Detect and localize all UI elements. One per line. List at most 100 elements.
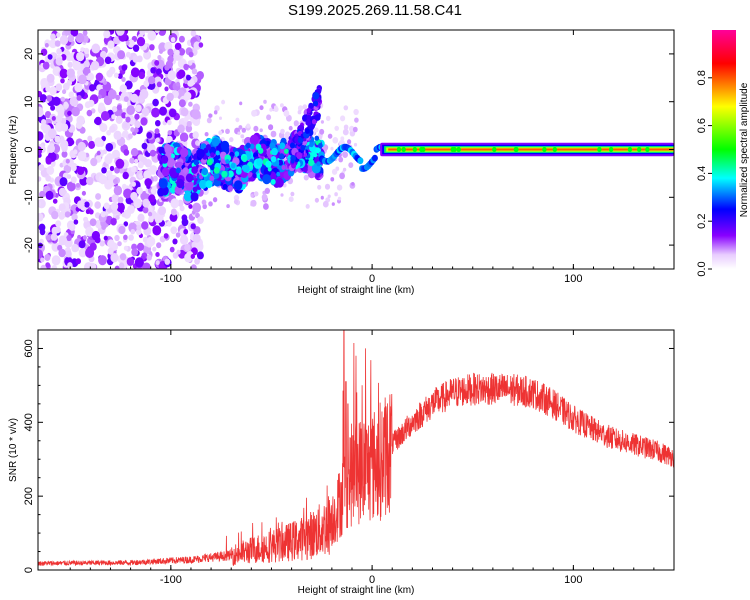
spectrogram-cell (245, 142, 251, 149)
spectrogram-cell (131, 166, 137, 173)
spectrogram-cell (78, 248, 87, 258)
spectrogram-cell (60, 78, 65, 84)
spectrogram-cell (340, 115, 346, 122)
spectrogram-cell (215, 154, 221, 160)
spectrogram-cell (40, 123, 47, 131)
spectrogram-cell (131, 181, 136, 187)
spectrogram-y-ticks: -20 -10 0 10 20 (23, 48, 674, 253)
spectrogram-cell (50, 33, 56, 40)
spectrogram-cell (62, 89, 67, 95)
spectrogram-cell (124, 80, 133, 90)
spectrogram-cell (279, 142, 286, 150)
snr-y-axis-label: SNR (10 * v/v) (8, 418, 19, 482)
colorbar-tick-label: 0.0 (696, 261, 708, 276)
spectrogram-cell (113, 178, 118, 185)
spectrogram-cell (401, 147, 406, 152)
spectrogram-cell (212, 197, 218, 203)
spectrogram-cell (138, 71, 145, 80)
spectrogram-cell (45, 157, 52, 165)
spectrogram-cell (87, 72, 95, 81)
spectrogram-cell (353, 142, 358, 147)
spectrogram-cell (327, 133, 333, 139)
spectrogram-cell (308, 159, 315, 167)
spectrogram-cell (305, 119, 312, 126)
spectrogram-cell (86, 176, 94, 186)
spectrogram-cell (196, 148, 205, 159)
snr-x-axis-label: Height of straight line (km) (298, 585, 415, 596)
spectrogram-cell (114, 265, 120, 269)
spectrogram-cell (315, 147, 321, 154)
spectrogram-cell (235, 117, 240, 123)
spectrogram-cell (196, 71, 204, 80)
spectrogram-cell (319, 128, 325, 135)
spectrogram-cell (155, 252, 160, 257)
colorbar-tick-label: 0.2 (696, 214, 708, 229)
spectrogram-cell (121, 77, 126, 82)
spectrogram-cell (163, 233, 169, 239)
spectrogram-cell (134, 158, 139, 164)
spectrogram-cell (276, 171, 281, 177)
spectrogram-cell (142, 206, 149, 214)
spectrogram-cell (138, 173, 144, 179)
spectrogram-cell (297, 105, 304, 112)
spectrogram-cell (175, 167, 181, 174)
spectrogram-cell (59, 35, 69, 45)
spectrogram-cell (39, 94, 47, 103)
spectrogram-cell (179, 132, 189, 142)
spectrogram-cell (152, 225, 162, 236)
spectrogram-cell (64, 30, 72, 36)
spectrogram-cell (90, 60, 100, 71)
spectrogram-cell (88, 140, 96, 149)
spectrogram-cell (84, 201, 90, 208)
y-tick-label: 0 (23, 146, 35, 152)
spectrogram-cell (139, 30, 146, 36)
spectrogram-cell (94, 201, 101, 209)
spectrogram-cell (51, 116, 56, 121)
spectrogram-cell (308, 102, 314, 109)
spectrogram-cell (55, 115, 63, 123)
spectrogram-cell (177, 199, 184, 207)
spectrogram-cell (250, 199, 257, 207)
spectrogram-cell (155, 120, 161, 127)
spectrogram-cell (255, 143, 262, 151)
spectrogram-cell (187, 60, 193, 66)
spectrogram-cell (100, 211, 107, 218)
spectrogram-cell (44, 254, 51, 261)
x-tick-label: 0 (369, 574, 375, 586)
spectrogram-cell (94, 116, 102, 126)
spectrogram-cell (150, 67, 156, 74)
spectrogram-cell (179, 205, 185, 212)
spectrogram-cell (140, 117, 148, 126)
spectrogram-cell (155, 137, 160, 143)
spectrogram-cell (66, 220, 75, 230)
spectrogram-cell (117, 196, 124, 204)
spectrogram-cell (136, 186, 143, 195)
spectrogram-cell (202, 203, 207, 210)
spectrogram-cell (38, 106, 44, 116)
spectrogram-cell (46, 73, 55, 83)
spectrogram-cell (65, 250, 72, 258)
spectrogram-cell (188, 101, 193, 107)
spectrogram-cell (166, 92, 174, 102)
spectrogram-cell (126, 257, 135, 266)
spectrogram-cell (109, 125, 116, 133)
spectrogram-cell (218, 130, 223, 135)
spectrogram-cell (101, 167, 107, 174)
spectrogram-cell (305, 204, 310, 209)
spectrogram-cell (83, 47, 90, 55)
spectrogram-cell (152, 175, 158, 182)
spectrogram-cell (188, 204, 193, 209)
spectrogram-cell (492, 147, 497, 152)
spectrogram-cell (139, 89, 149, 100)
spectrogram-cell (146, 236, 156, 247)
spectrogram-cell (84, 52, 89, 59)
spectrogram-cell (85, 226, 94, 237)
spectrogram-cell (155, 68, 162, 76)
spectrogram-cell (176, 178, 185, 189)
colorbar: 0.0 0.2 0.4 0.6 0.8 Normalized spectral ampl… (696, 30, 750, 277)
spectrogram-cell (50, 105, 56, 111)
spectrogram-cell (40, 48, 48, 56)
spectrogram-cell (167, 130, 173, 136)
steady-line-band (388, 148, 674, 151)
